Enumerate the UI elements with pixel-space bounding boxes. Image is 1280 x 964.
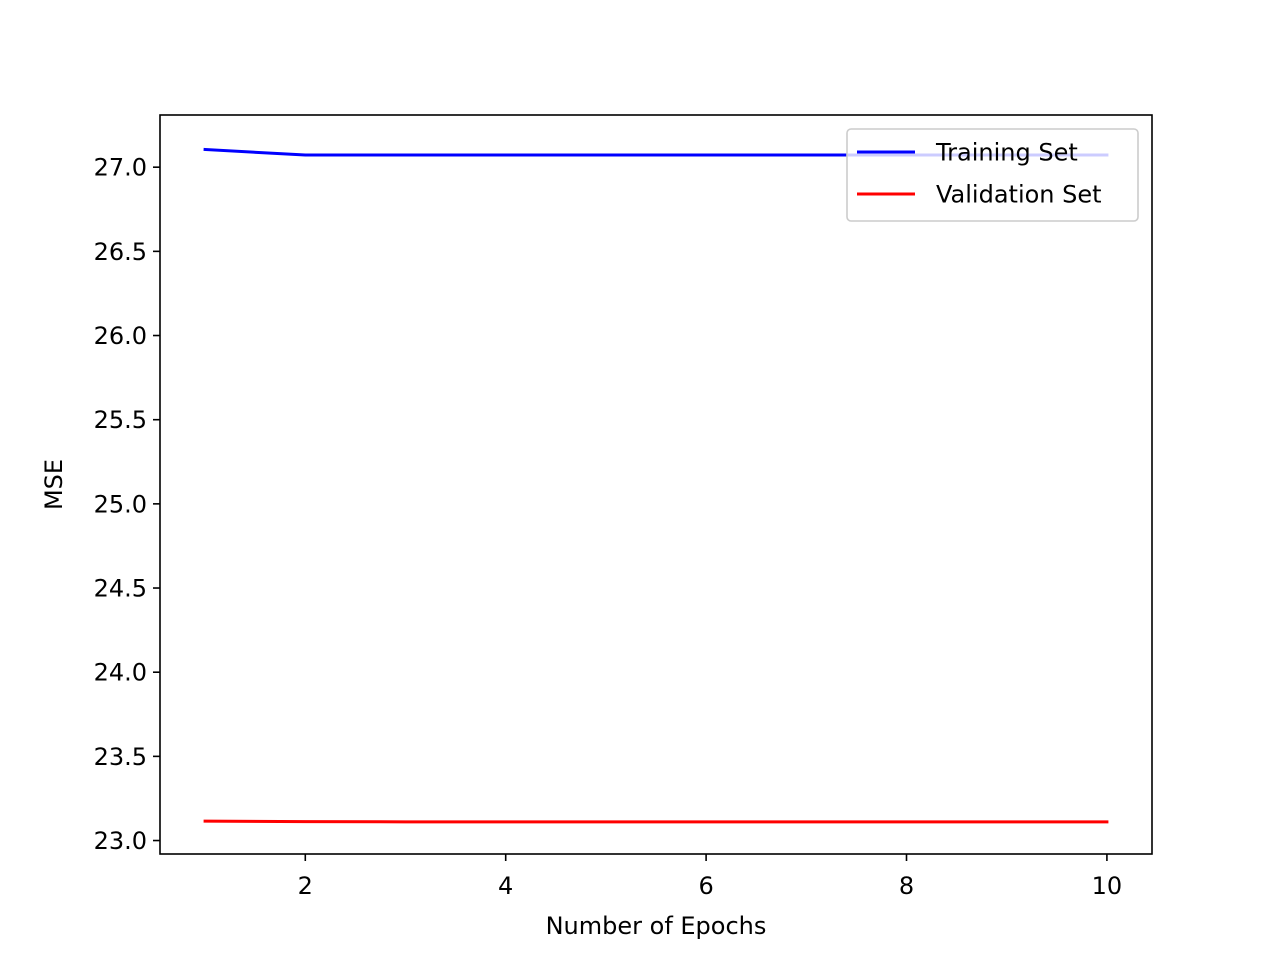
legend-box: [846, 128, 1139, 222]
y-tick-label: 23.0: [94, 827, 147, 855]
y-tick-label: 24.0: [94, 659, 147, 687]
y-tick-label: 23.5: [94, 743, 147, 771]
y-tick-label: 26.5: [94, 238, 147, 266]
y-tick-label: 25.0: [94, 490, 147, 518]
x-axis-label: Number of Epochs: [546, 912, 767, 940]
axes-frame: [159, 114, 1153, 855]
x-axis-ticks: 2 4 6 8 10: [298, 854, 1123, 900]
legend-label-validation-set: Validation Set: [936, 181, 1102, 209]
x-tick-label: 4: [498, 872, 513, 900]
x-tick-label: 8: [899, 872, 914, 900]
legend-label-training-set: Training Set: [935, 139, 1078, 167]
y-tick-label: 24.5: [94, 575, 147, 603]
y-axis-label: MSE: [40, 459, 68, 510]
x-tick-label: 2: [298, 872, 313, 900]
x-tick-label: 10: [1092, 872, 1123, 900]
y-tick-label: 25.5: [94, 406, 147, 434]
y-tick-label: 26.0: [94, 322, 147, 350]
series-line-validation-set: [203, 819, 1109, 824]
y-axis-ticks: 23.0 23.5 24.0 24.5 25.0 25.5 26.0 26.5 27.0: [94, 154, 160, 855]
x-tick-label: 6: [698, 872, 713, 900]
y-tick-label: 27.0: [94, 154, 147, 182]
legend: Training Set Validation Set: [846, 128, 1139, 222]
